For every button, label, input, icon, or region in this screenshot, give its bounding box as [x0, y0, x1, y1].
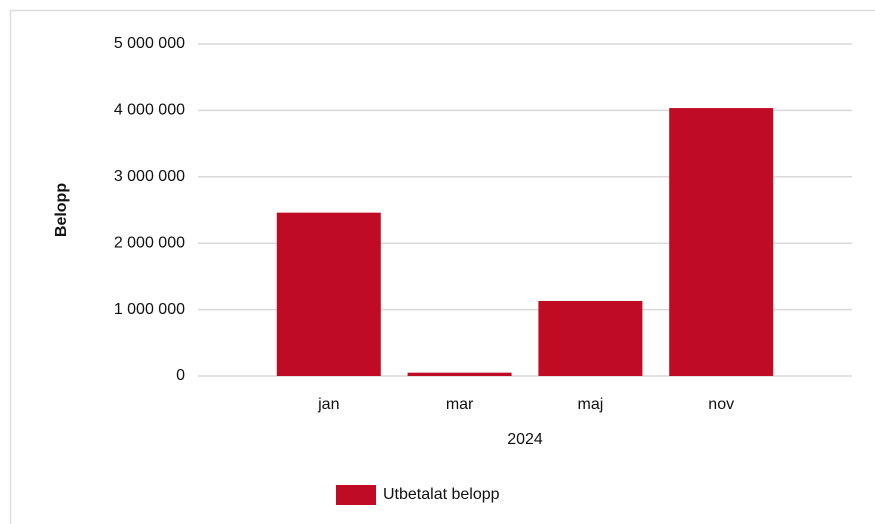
- bar: [669, 108, 774, 377]
- legend-swatch: [336, 485, 376, 505]
- legend-label: Utbetalat belopp: [383, 486, 500, 503]
- y-tick-label: 2 000 000: [114, 234, 185, 251]
- frame: [9, 9, 875, 524]
- y-axis-label: Belopp: [53, 183, 70, 237]
- y-tick-label: 1 000 000: [114, 301, 185, 318]
- y-tick-label: 3 000 000: [114, 168, 185, 185]
- x-tick-label: mar: [446, 396, 474, 413]
- bar: [276, 212, 381, 376]
- x-tick-label: jan: [317, 396, 339, 413]
- y-tick-label: 4 000 000: [114, 102, 185, 119]
- x-tick-label: nov: [708, 396, 734, 413]
- bar: [407, 372, 512, 376]
- y-tick-label: 0: [176, 367, 185, 384]
- bar: [538, 300, 643, 376]
- x-axis-label: 2024: [507, 431, 543, 448]
- x-tick-label: maj: [578, 396, 604, 413]
- y-tick-label: 5 000 000: [114, 35, 185, 52]
